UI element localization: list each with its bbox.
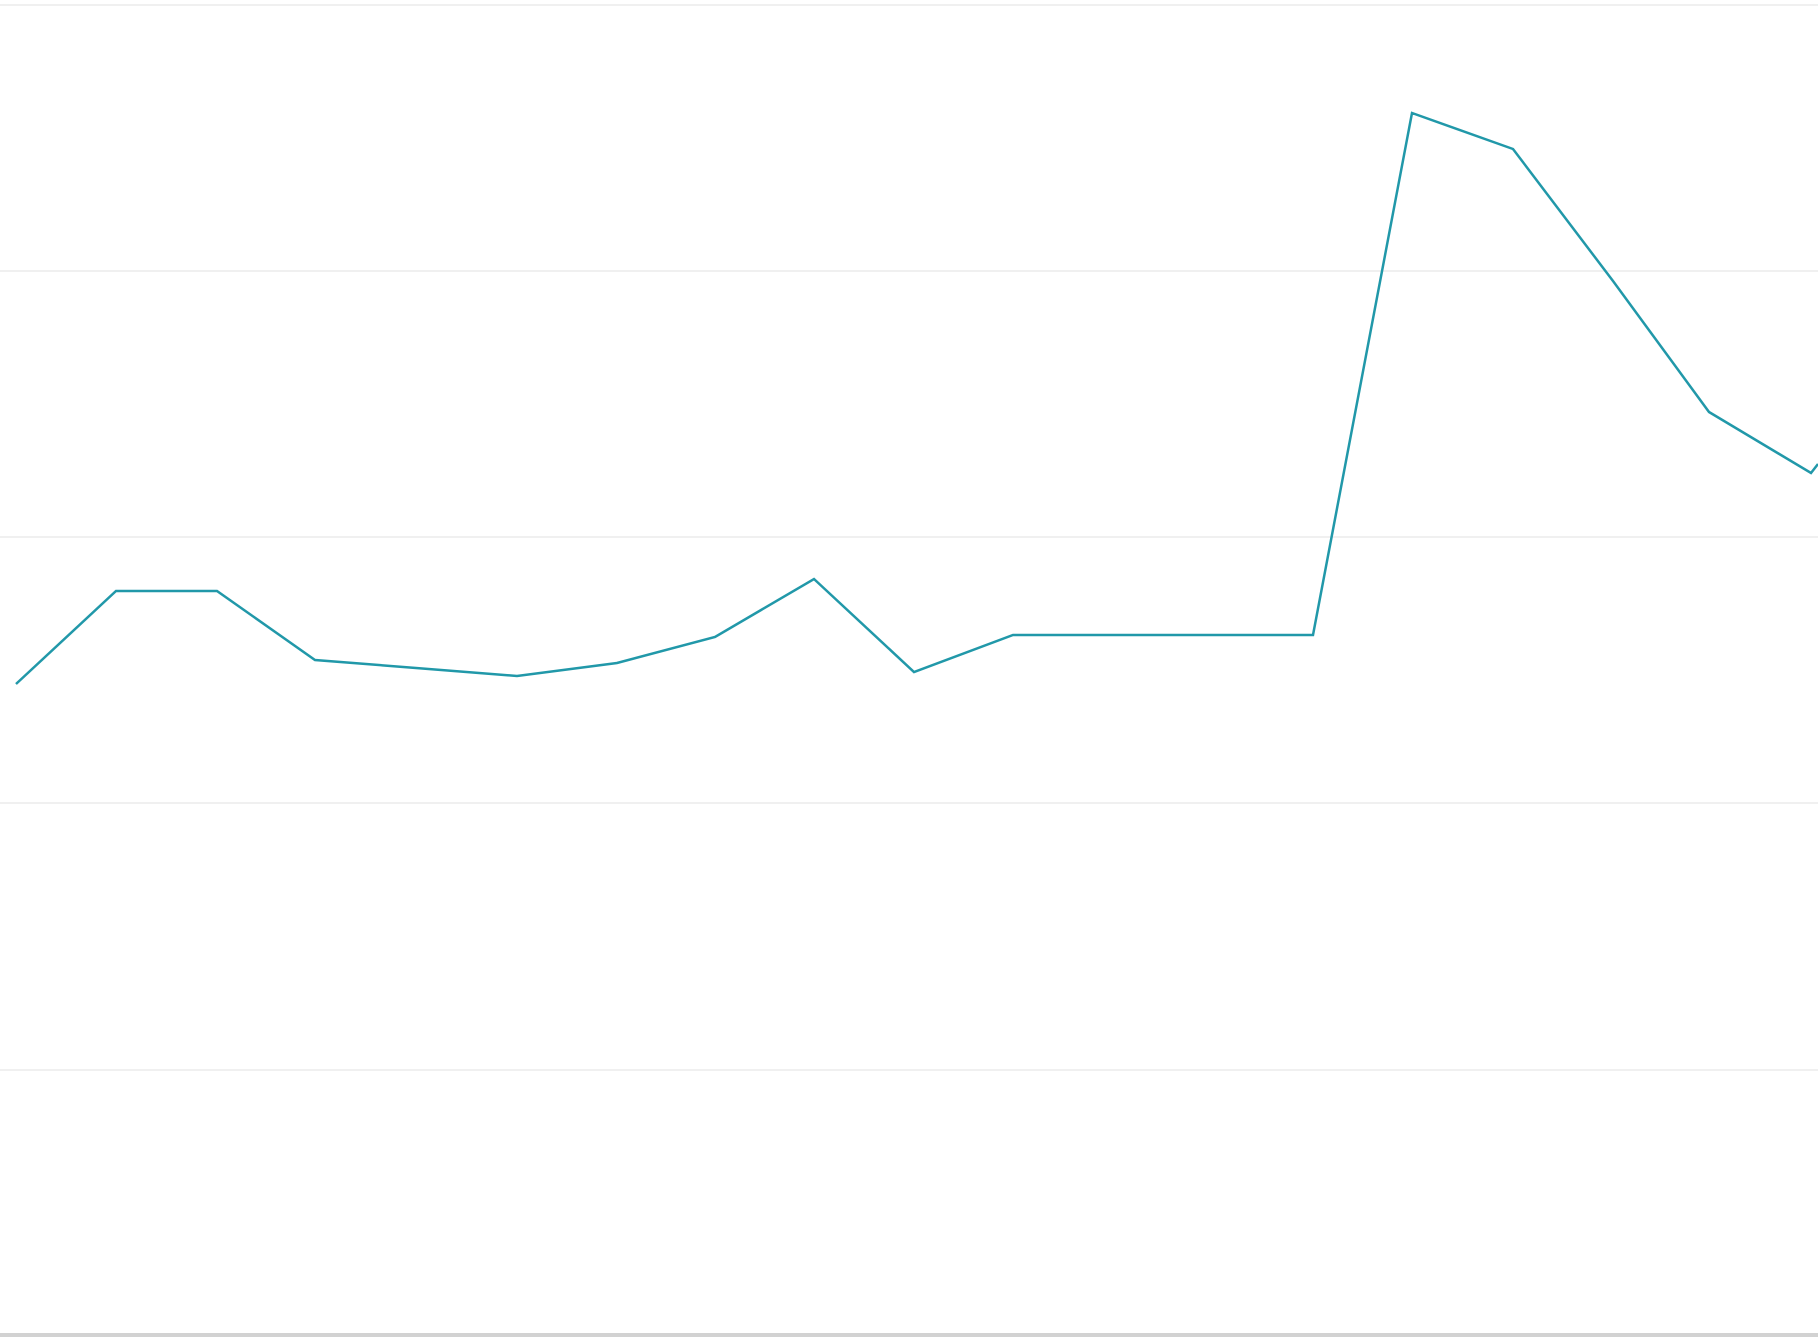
line-series [15,111,1818,685]
